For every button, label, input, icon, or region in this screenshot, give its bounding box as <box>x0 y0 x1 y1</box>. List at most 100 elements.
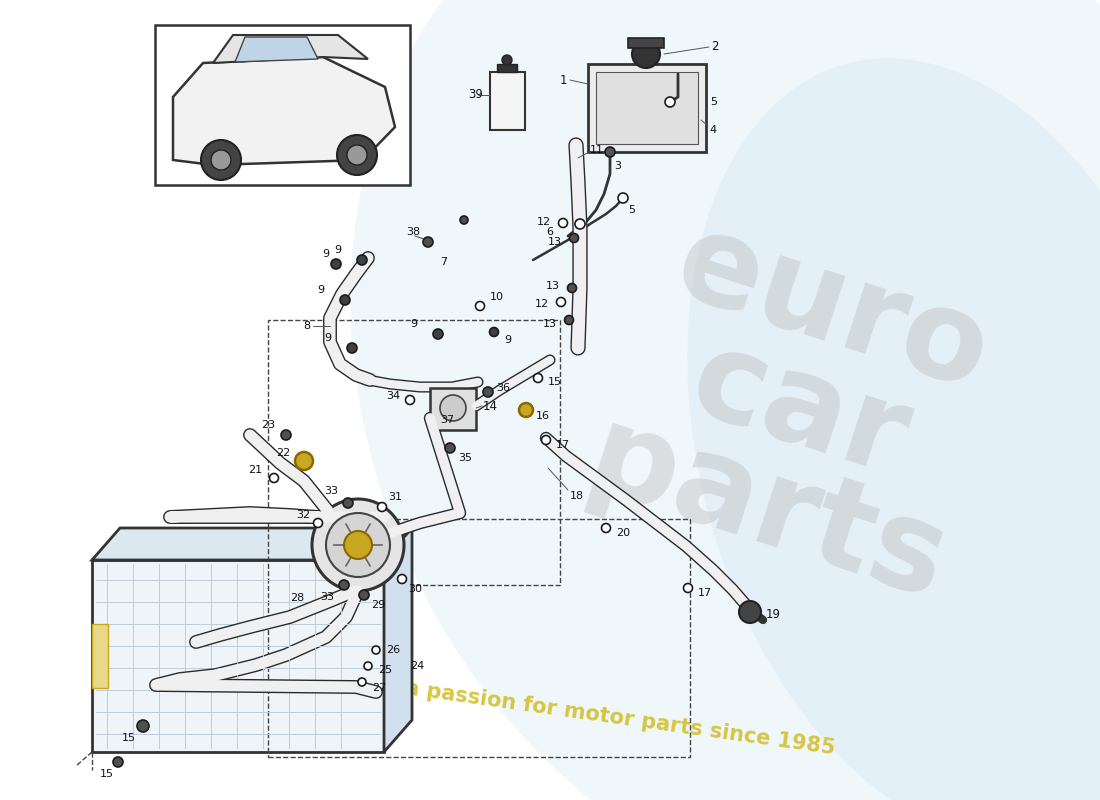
Text: 18: 18 <box>570 491 584 501</box>
Bar <box>92 624 108 688</box>
Circle shape <box>490 327 498 337</box>
Polygon shape <box>92 560 384 752</box>
Ellipse shape <box>688 58 1100 800</box>
Text: 11: 11 <box>590 145 604 155</box>
Polygon shape <box>235 37 318 62</box>
Circle shape <box>340 295 350 305</box>
Text: 25: 25 <box>378 665 392 675</box>
Circle shape <box>570 234 579 242</box>
Circle shape <box>364 662 372 670</box>
Text: 9: 9 <box>324 333 331 343</box>
Circle shape <box>564 315 573 325</box>
Text: 21: 21 <box>248 465 262 475</box>
Circle shape <box>344 531 372 559</box>
Circle shape <box>618 193 628 203</box>
Circle shape <box>575 219 585 229</box>
Polygon shape <box>173 57 395 165</box>
Text: 12: 12 <box>537 217 551 227</box>
Bar <box>596 72 698 144</box>
Text: 9: 9 <box>504 335 512 345</box>
Text: 7: 7 <box>440 257 447 267</box>
Text: 17: 17 <box>556 440 570 450</box>
Text: 23: 23 <box>261 420 275 430</box>
Bar <box>155 25 410 185</box>
Circle shape <box>312 499 404 591</box>
Text: 15: 15 <box>100 769 114 779</box>
Text: 32: 32 <box>296 510 310 520</box>
Circle shape <box>424 237 433 247</box>
Circle shape <box>372 646 379 654</box>
Text: 20: 20 <box>616 528 630 538</box>
Circle shape <box>358 255 367 265</box>
Text: 3: 3 <box>614 161 622 171</box>
Polygon shape <box>213 35 368 63</box>
Circle shape <box>568 283 576 293</box>
Text: 26: 26 <box>386 645 400 655</box>
Text: 14: 14 <box>483 399 498 413</box>
Text: 9: 9 <box>410 319 417 329</box>
Circle shape <box>358 678 366 686</box>
Text: 5: 5 <box>628 205 635 215</box>
Bar <box>628 38 664 48</box>
Text: 4: 4 <box>710 125 716 135</box>
Text: 9: 9 <box>322 249 329 259</box>
Text: 13: 13 <box>548 237 562 247</box>
Text: 37: 37 <box>440 415 454 425</box>
Text: 13: 13 <box>543 319 557 329</box>
Text: 15: 15 <box>122 733 136 743</box>
Text: 31: 31 <box>388 492 401 502</box>
Circle shape <box>377 502 386 511</box>
Text: 34: 34 <box>386 391 400 401</box>
Circle shape <box>346 145 367 165</box>
Circle shape <box>559 218 568 227</box>
Bar <box>268 519 690 757</box>
Text: euro
car
parts: euro car parts <box>572 194 1027 626</box>
Circle shape <box>632 40 660 68</box>
Circle shape <box>433 329 443 339</box>
Circle shape <box>211 150 231 170</box>
Text: 9: 9 <box>334 245 341 255</box>
Circle shape <box>739 601 761 623</box>
Text: 35: 35 <box>458 453 472 463</box>
Text: 33: 33 <box>324 486 338 496</box>
Bar <box>268 320 560 585</box>
Text: 1: 1 <box>560 74 568 86</box>
Text: 13: 13 <box>546 281 560 291</box>
Text: a passion for motor parts since 1985: a passion for motor parts since 1985 <box>404 678 836 758</box>
Circle shape <box>683 583 693 593</box>
Circle shape <box>314 518 322 527</box>
Text: 8: 8 <box>302 321 310 331</box>
Circle shape <box>270 474 278 482</box>
Circle shape <box>295 452 313 470</box>
Text: 2: 2 <box>711 39 718 53</box>
Text: 16: 16 <box>536 411 550 421</box>
Circle shape <box>346 343 358 353</box>
Circle shape <box>331 259 341 269</box>
Circle shape <box>343 498 353 508</box>
Text: 24: 24 <box>410 661 425 671</box>
Text: 28: 28 <box>290 593 305 603</box>
Circle shape <box>534 374 542 382</box>
Bar <box>497 64 517 72</box>
Circle shape <box>339 580 349 590</box>
Ellipse shape <box>351 0 1100 800</box>
Circle shape <box>113 757 123 767</box>
Circle shape <box>359 590 369 600</box>
Circle shape <box>337 135 377 175</box>
Polygon shape <box>384 528 412 752</box>
Circle shape <box>460 216 467 224</box>
Circle shape <box>605 147 615 157</box>
Circle shape <box>519 403 534 417</box>
Circle shape <box>483 387 493 397</box>
Text: 33: 33 <box>320 592 334 602</box>
Text: 29: 29 <box>371 600 385 610</box>
Circle shape <box>201 140 241 180</box>
Circle shape <box>541 435 550 445</box>
Text: 39: 39 <box>468 89 483 102</box>
Text: 5: 5 <box>710 97 717 107</box>
Circle shape <box>397 574 407 583</box>
Text: 36: 36 <box>496 383 510 393</box>
Circle shape <box>406 395 415 405</box>
Circle shape <box>326 513 390 577</box>
Text: 30: 30 <box>408 584 422 594</box>
